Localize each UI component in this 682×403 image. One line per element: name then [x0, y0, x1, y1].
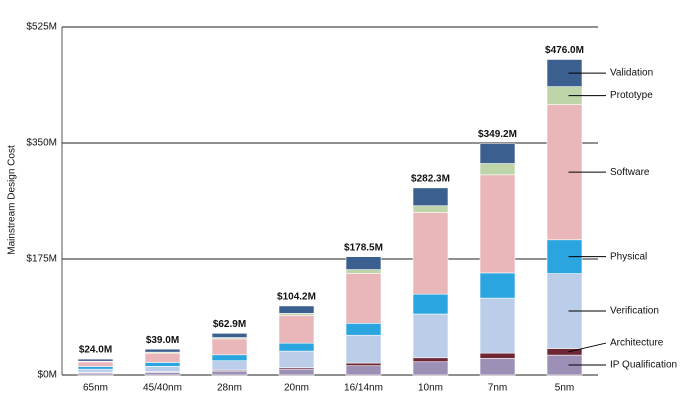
bar-segment [345, 273, 382, 324]
bar-segment [211, 338, 248, 356]
legend-label: Software [610, 167, 650, 178]
bar-segment [479, 272, 516, 299]
bar-segment [479, 352, 516, 359]
bar-segment [412, 187, 449, 207]
total-label: $24.0M [79, 345, 112, 356]
x-tick-label: 20nm [284, 383, 309, 394]
total-label: $282.3M [411, 174, 450, 185]
bar-segment [211, 370, 248, 376]
total-label: $39.0M [146, 335, 179, 346]
y-tick-label: $175M [26, 254, 57, 265]
bar-segment [278, 315, 315, 344]
x-tick-label: 7nm [488, 383, 507, 394]
total-label: $178.5M [344, 242, 383, 253]
total-label: $349.2M [478, 129, 517, 140]
bar-segment [211, 333, 248, 338]
total-label: $104.2M [277, 292, 316, 303]
y-tick-label: $350M [26, 138, 57, 149]
bar-segment [345, 362, 382, 367]
bar-segment [77, 368, 114, 373]
bar-segment [479, 143, 516, 164]
bar-segment [211, 354, 248, 362]
bar-segment [144, 352, 181, 363]
bar-segment [278, 305, 315, 314]
bar-segment [479, 174, 516, 274]
bar-segment [345, 365, 382, 376]
legend-label: IP Qualification [610, 360, 677, 371]
bar-segment [412, 212, 449, 295]
y-tick-label: $525M [26, 22, 57, 33]
x-tick-label: 5nm [555, 383, 574, 394]
bar-segment [77, 358, 114, 362]
bar-segment [77, 366, 114, 370]
bar-segment [345, 256, 382, 270]
bar-segment [479, 358, 516, 376]
x-tick-label: 45/40nm [143, 383, 182, 394]
bar-segment [479, 163, 516, 176]
bar-segment [144, 362, 181, 367]
x-tick-label: 65nm [83, 383, 108, 394]
bar-segment [144, 366, 181, 372]
y-tick-label: $0M [38, 370, 57, 381]
bar-segment [144, 372, 181, 376]
bar-segment [546, 59, 583, 87]
x-tick-label: 10nm [418, 383, 443, 394]
legend-label: Prototype [610, 90, 653, 101]
bar-segment [412, 313, 449, 359]
x-tick-label: 16/14nm [344, 383, 383, 394]
bar-segment [278, 368, 315, 376]
bar-segment [345, 269, 382, 274]
legend-label: Validation [610, 68, 653, 79]
bar-segment [278, 342, 315, 352]
bar-segment [479, 297, 516, 354]
bar-segment [211, 360, 248, 371]
legend-label: Architecture [610, 338, 664, 349]
bar-segment [345, 334, 382, 364]
total-label: $62.9M [213, 319, 246, 330]
bar-segment [412, 293, 449, 315]
bar-segment [345, 322, 382, 336]
bar-segment [412, 357, 449, 363]
x-tick-label: 28nm [217, 383, 242, 394]
bar-segment [144, 348, 181, 353]
bar-segment [77, 361, 114, 367]
legend-label: Physical [610, 251, 647, 262]
y-axis-label: Mainstream Design Cost [7, 145, 18, 255]
legend-leader [568, 342, 607, 353]
total-label: $476.0M [545, 45, 584, 56]
legend-label: Verification [610, 306, 659, 317]
bar-segment [278, 350, 315, 369]
bar-segment [412, 361, 449, 376]
bar-segment [412, 205, 449, 213]
